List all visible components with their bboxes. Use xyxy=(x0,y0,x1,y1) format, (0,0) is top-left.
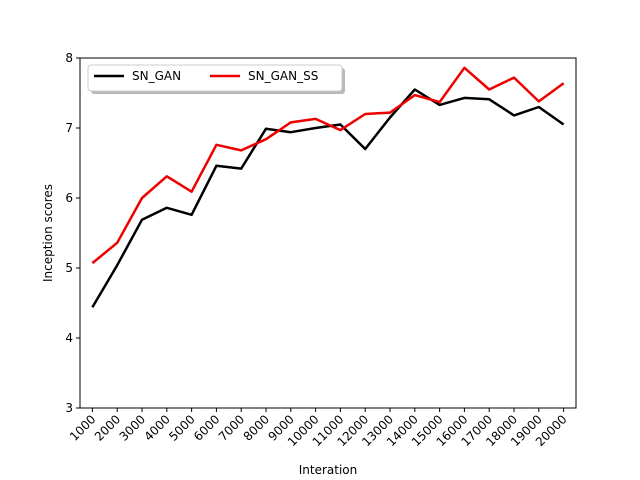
legend-box xyxy=(87,64,343,92)
x-tick-label: 7000 xyxy=(216,412,247,443)
x-tick-label: 2000 xyxy=(92,412,123,443)
x-tick-label: 8000 xyxy=(241,412,272,443)
x-tick-label: 3000 xyxy=(117,412,148,443)
x-tick-label: 5000 xyxy=(166,412,197,443)
series-layer xyxy=(91,66,565,308)
y-tick-label: 6 xyxy=(65,191,73,205)
plot-area xyxy=(80,58,576,408)
legend-entry-label: SN_GAN xyxy=(132,69,181,83)
x-tick-label: 1000 xyxy=(67,412,98,443)
y-axis-label: Inception scores xyxy=(41,184,55,282)
x-axis-label: Interation xyxy=(299,463,358,477)
y-tick-label: 7 xyxy=(65,121,73,135)
series-line-sn-gan-ss xyxy=(91,66,565,265)
legend-entry-label: SN_GAN_SS xyxy=(248,69,318,83)
y-tick-label: 8 xyxy=(65,51,73,65)
x-tick-label: 4000 xyxy=(141,412,172,443)
y-tick-label: 5 xyxy=(65,261,73,275)
series-line-sn-gan xyxy=(91,88,565,308)
x-axis: 1000200030004000500060007000800090001000… xyxy=(67,408,570,449)
legend: SN_GAN SN_GAN_SS xyxy=(87,64,345,94)
y-axis: 3 4 5 6 7 8 xyxy=(65,51,80,415)
x-tick-label: 6000 xyxy=(191,412,222,443)
y-tick-label: 3 xyxy=(65,401,73,415)
y-tick-label: 4 xyxy=(65,331,73,345)
plot-frame xyxy=(79,57,577,409)
